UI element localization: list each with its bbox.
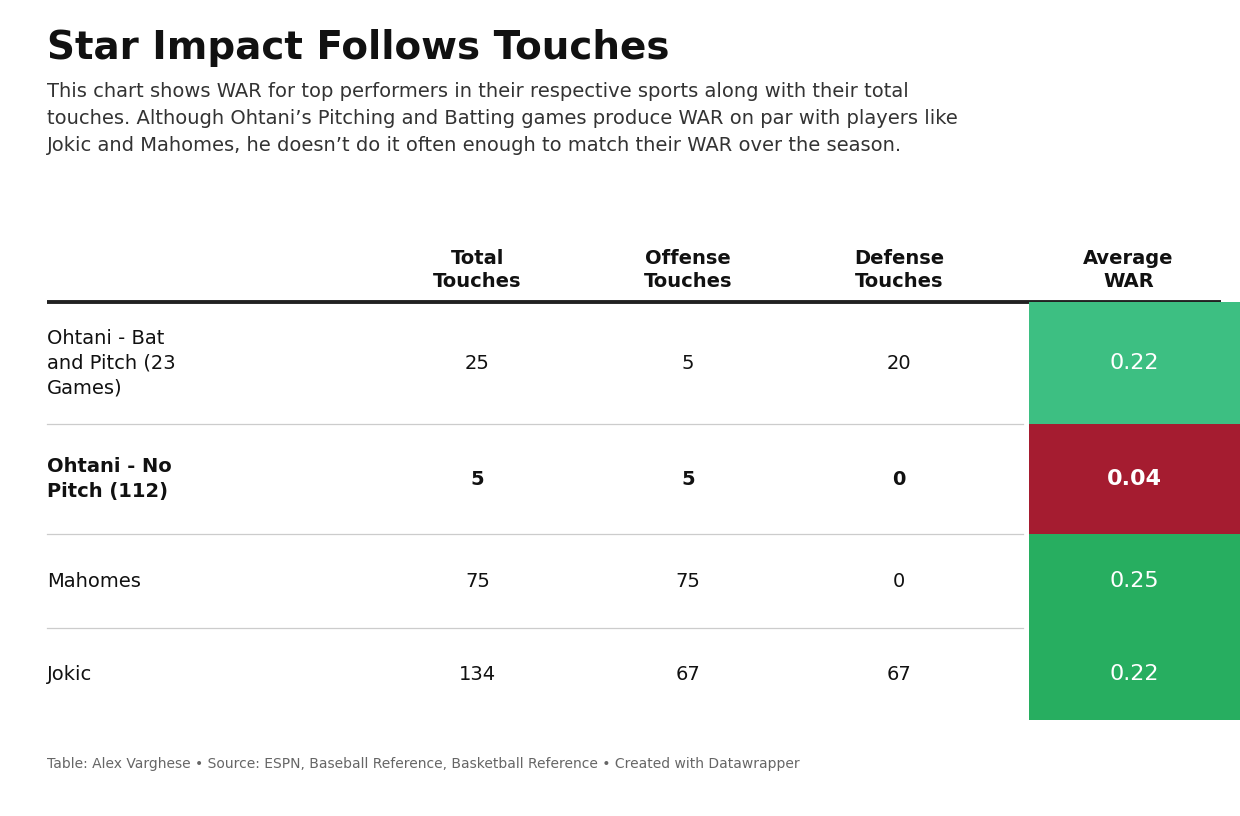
Text: This chart shows WAR for top performers in their respective sports along with th: This chart shows WAR for top performers …: [47, 82, 957, 155]
Text: Table: Alex Varghese • Source: ESPN, Baseball Reference, Basketball Reference • : Table: Alex Varghese • Source: ESPN, Bas…: [47, 757, 800, 771]
Text: Mahomes: Mahomes: [47, 572, 141, 591]
Text: Star Impact Follows Touches: Star Impact Follows Touches: [47, 29, 670, 67]
Text: 134: 134: [459, 664, 496, 684]
Text: 75: 75: [465, 572, 490, 591]
Text: 67: 67: [676, 664, 701, 684]
Text: 5: 5: [682, 353, 694, 373]
Text: 67: 67: [887, 664, 911, 684]
Text: 0: 0: [893, 572, 905, 591]
Text: 0.22: 0.22: [1110, 353, 1159, 373]
Text: 0: 0: [893, 470, 905, 489]
Text: Defense
Touches: Defense Touches: [854, 249, 944, 291]
Text: Total
Touches: Total Touches: [433, 249, 522, 291]
Text: Offense
Touches: Offense Touches: [644, 249, 733, 291]
Text: Ohtani - Bat
and Pitch (23
Games): Ohtani - Bat and Pitch (23 Games): [47, 329, 176, 397]
Text: Jokic: Jokic: [47, 664, 92, 684]
Text: 0.04: 0.04: [1107, 469, 1162, 490]
Text: 5: 5: [682, 470, 694, 489]
Text: Average
WAR: Average WAR: [1084, 249, 1173, 291]
Text: Ohtani - No
Pitch (112): Ohtani - No Pitch (112): [47, 458, 172, 501]
Text: 0.25: 0.25: [1110, 571, 1159, 592]
Text: 20: 20: [887, 353, 911, 373]
Text: 25: 25: [465, 353, 490, 373]
Text: 75: 75: [676, 572, 701, 591]
Text: 0.22: 0.22: [1110, 664, 1159, 684]
Text: 5: 5: [471, 470, 484, 489]
